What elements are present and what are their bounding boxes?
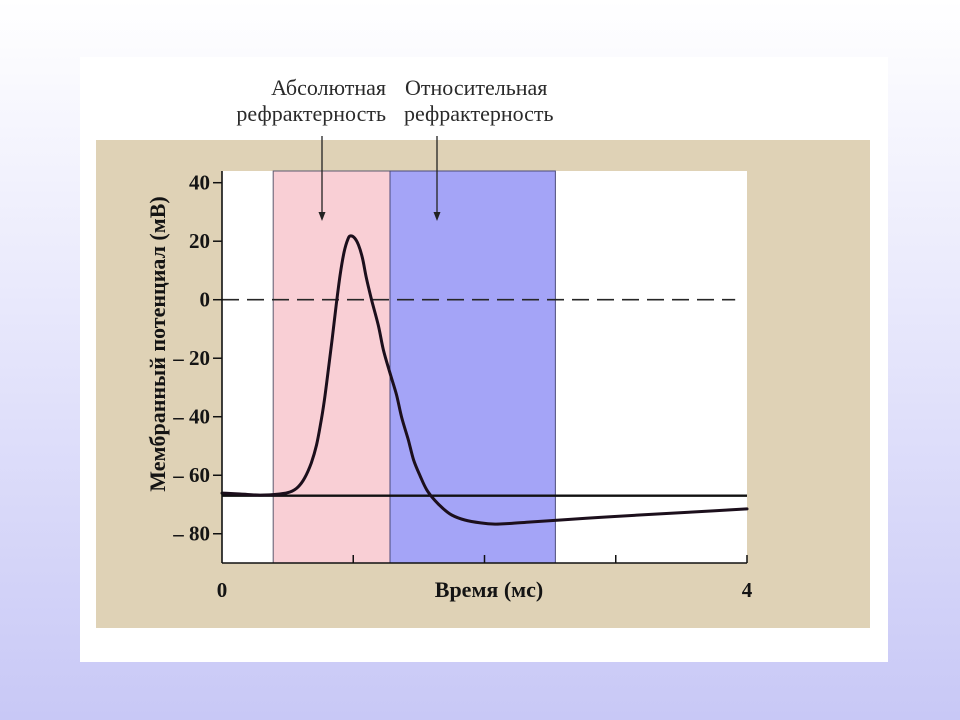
arrow-head (318, 212, 326, 221)
y-tick-label: 20 (189, 229, 210, 253)
x-axis-label: Время (мс) (435, 577, 543, 602)
y-tick-label: – 40 (172, 405, 210, 429)
x-tick-label: 0 (217, 578, 228, 602)
absolute-refractory-arrow (318, 136, 326, 221)
relative-refractory-band (389, 170, 556, 564)
absolute-refractory-label: Абсолютная (271, 75, 386, 100)
y-axis-label: Мембранный потенциал (мВ) (145, 196, 170, 492)
y-tick-label: – 60 (172, 463, 210, 487)
x-tick-label: 4 (742, 578, 753, 602)
absolute-refractory-label: рефрактерность (236, 101, 386, 126)
relative-refractory-arrow (433, 136, 441, 221)
relative-refractory-label: Относительная (405, 75, 547, 100)
y-tick-label: – 80 (172, 522, 210, 546)
relative-refractory-label: рефрактерность (404, 101, 554, 126)
y-tick-label: 0 (200, 288, 211, 312)
y-tick-label: – 20 (172, 346, 210, 370)
arrow-head (433, 212, 441, 221)
y-tick-label: 40 (189, 171, 210, 195)
absolute-refractory-band (272, 170, 391, 564)
membrane-potential-curve (220, 234, 749, 526)
